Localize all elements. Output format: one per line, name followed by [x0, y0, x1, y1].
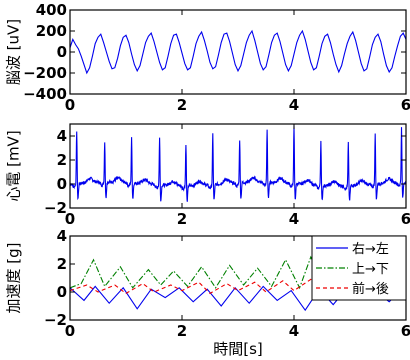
y-tick-label: 2	[57, 255, 67, 273]
series-line-panel1-0	[70, 125, 406, 202]
y-tick-label: 400	[36, 1, 67, 19]
axes-frame	[69, 123, 407, 209]
x-tick-label: 0	[65, 96, 75, 114]
x-tick-label: 2	[177, 322, 187, 340]
y-tick-label: −200	[23, 64, 67, 82]
series-line-panel0-0	[70, 29, 406, 75]
legend-label: 前→後	[352, 281, 389, 297]
series-line-上→下	[70, 255, 406, 290]
y-tick-label: 200	[36, 22, 67, 40]
y-tick-label: 0	[57, 175, 67, 193]
x-tick-label: 6	[401, 96, 410, 114]
y-tick-label: −2	[44, 199, 67, 217]
y-tick-label: −2	[44, 311, 67, 329]
y-tick-label: 4	[57, 127, 67, 145]
y-tick-label: 0	[57, 283, 67, 301]
x-tick-label: 6	[401, 210, 410, 228]
axes-frame	[69, 9, 407, 95]
y-axis-label: 脳波 [uV]	[5, 19, 23, 85]
x-tick-label: 4	[289, 322, 299, 340]
x-tick-label: 2	[177, 96, 187, 114]
x-tick-label: 4	[289, 210, 299, 228]
y-tick-label: 2	[57, 151, 67, 169]
x-tick-label: 2	[177, 210, 187, 228]
panel-0: 0 2 4 6 −400 −200 0 200 400 脳波 [uV]	[5, 1, 410, 114]
legend: 右→左上→下前→後	[311, 235, 407, 301]
y-tick-label: 0	[57, 43, 67, 61]
series-line-前→後	[70, 278, 406, 296]
legend-label: 右→左	[352, 242, 389, 257]
x-tick-label: 4	[289, 96, 299, 114]
y-axis-label: 心電 [mV]	[5, 130, 23, 201]
y-tick-label: −400	[23, 85, 67, 103]
y-tick-label: 4	[57, 227, 67, 245]
x-axis-label: 時間[s]	[213, 340, 263, 358]
x-tick-label: 0	[65, 210, 75, 228]
x-tick-label: 6	[401, 322, 410, 340]
legend-label: 上→下	[352, 262, 389, 277]
y-axis-label: 加速度 [g]	[5, 243, 23, 314]
x-tick-label: 0	[65, 322, 75, 340]
